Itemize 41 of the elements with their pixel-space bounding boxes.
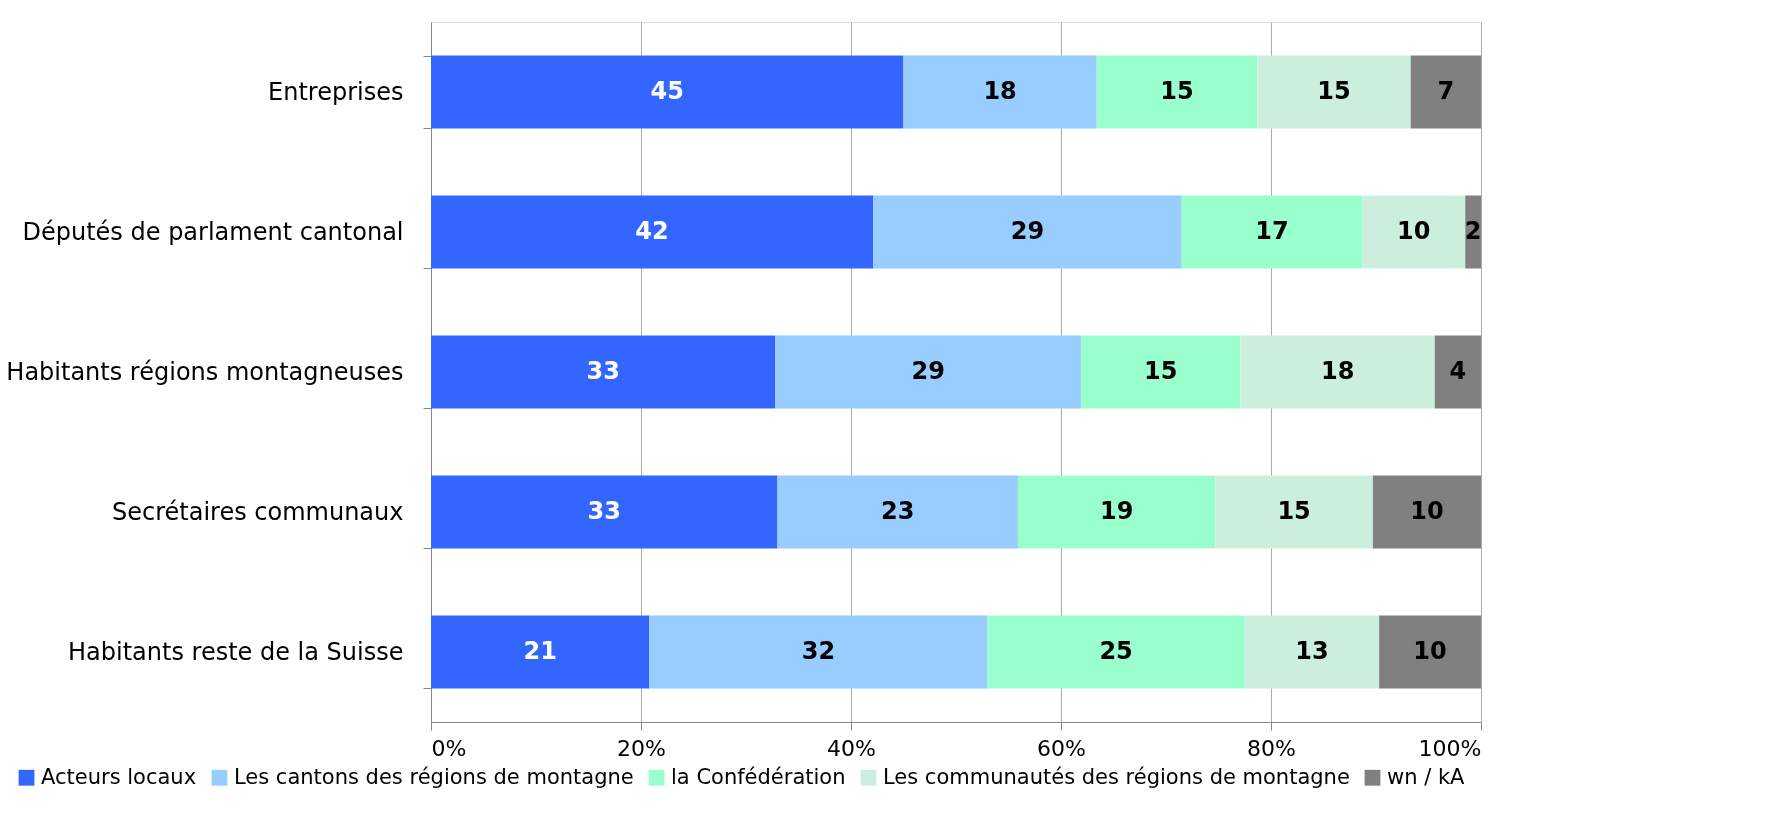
data-label: 29 <box>911 357 945 385</box>
data-label: 10 <box>1410 497 1444 525</box>
data-label: 15 <box>1277 497 1311 525</box>
data-label: 42 <box>635 217 669 245</box>
data-label: 15 <box>1317 77 1351 105</box>
x-tick-label: 40% <box>827 735 876 761</box>
legend-label: Les communautés des régions de montagne <box>883 764 1350 789</box>
data-label: 18 <box>1320 357 1355 385</box>
data-label: 2 <box>1464 217 1482 245</box>
data-label: 18 <box>983 77 1017 105</box>
x-tick-label: 0% <box>431 735 467 761</box>
legend-label: Acteurs locaux <box>41 764 197 789</box>
data-label: 32 <box>801 637 836 665</box>
data-label: 17 <box>1255 217 1289 245</box>
data-label: 10 <box>1397 217 1431 245</box>
y-tick-label: Secrétaires communaux <box>111 497 404 526</box>
data-label: 45 <box>650 77 684 105</box>
data-label: 19 <box>1099 497 1134 525</box>
x-tick-label: 20% <box>617 735 666 761</box>
data-label: 13 <box>1295 637 1329 665</box>
data-label: 25 <box>1099 637 1133 665</box>
y-tick-label: Entreprises <box>268 77 404 106</box>
legend-label: la Confédération <box>671 764 846 789</box>
data-label: 21 <box>523 637 557 665</box>
y-tick-label: Habitants régions montagneuses <box>6 357 404 386</box>
data-label: 23 <box>881 497 915 525</box>
y-tick-label: Députés de parlament cantonal <box>22 217 404 246</box>
data-label: 33 <box>586 357 620 385</box>
data-label: 4 <box>1449 357 1467 385</box>
data-label: 10 <box>1413 637 1447 665</box>
legend-label: Les cantons des régions de montagne <box>234 764 634 789</box>
data-label: 33 <box>587 497 621 525</box>
y-tick-label: Habitants reste de la Suisse <box>68 637 404 666</box>
x-tick-label: 60% <box>1037 735 1086 761</box>
legend-label: wn / kA <box>1387 764 1466 789</box>
data-label: 15 <box>1160 77 1194 105</box>
x-tick-label: 100% <box>1418 735 1482 761</box>
data-label: 29 <box>1010 217 1045 245</box>
x-tick-label: 80% <box>1247 735 1296 761</box>
data-label: 7 <box>1437 77 1455 105</box>
data-label: 15 <box>1144 357 1178 385</box>
